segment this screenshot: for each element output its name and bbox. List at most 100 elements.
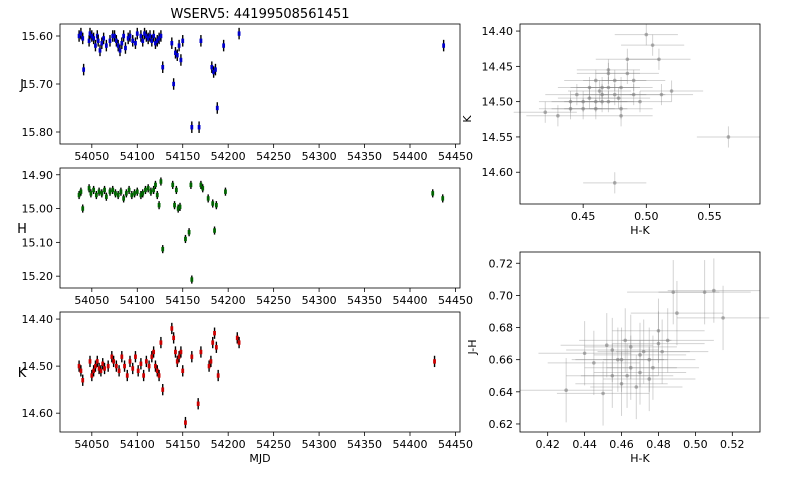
- marker: [106, 363, 110, 369]
- marker: [92, 368, 96, 374]
- y-tick-label: 14.60: [482, 166, 514, 179]
- marker: [87, 38, 91, 43]
- marker: [184, 236, 187, 242]
- marker: [157, 36, 161, 41]
- y-tick-label: 0.66: [489, 354, 514, 367]
- y-tick-label: 14.55: [482, 131, 514, 144]
- marker: [161, 387, 165, 392]
- data-point: [513, 101, 577, 123]
- marker: [130, 192, 134, 198]
- marker: [152, 349, 156, 355]
- marker: [616, 96, 621, 100]
- marker: [212, 69, 216, 75]
- x-tick-label: 0.48: [646, 438, 671, 451]
- marker: [587, 85, 592, 90]
- data-point: [215, 102, 219, 114]
- marker: [116, 192, 120, 198]
- marker: [135, 189, 139, 194]
- data-point: [77, 30, 81, 42]
- x-tick-label: 54200: [211, 438, 246, 451]
- data-point: [199, 346, 203, 358]
- data-point: [589, 76, 653, 99]
- data-point: [81, 204, 85, 213]
- marker: [88, 31, 92, 36]
- data-point: [606, 335, 700, 400]
- marker: [702, 290, 707, 294]
- data-point: [576, 76, 640, 99]
- x-tick-label: 54400: [393, 438, 428, 451]
- plot-frame: [59, 311, 461, 433]
- marker: [172, 335, 176, 341]
- data-point: [612, 298, 705, 363]
- data-point: [147, 360, 151, 372]
- marker: [623, 338, 628, 343]
- marker: [90, 33, 94, 39]
- data-point: [131, 35, 135, 47]
- marker: [177, 43, 181, 48]
- data-point: [207, 360, 211, 372]
- marker: [600, 85, 604, 90]
- data-point: [583, 172, 647, 194]
- marker: [190, 125, 194, 130]
- data-point: [135, 187, 139, 196]
- marker: [665, 338, 670, 343]
- data-point: [575, 327, 668, 392]
- data-point: [95, 355, 99, 368]
- data-point: [603, 346, 696, 412]
- x-tick-label: 54300: [302, 438, 337, 451]
- data-point: [612, 311, 705, 376]
- marker: [656, 341, 661, 346]
- data-point: [120, 351, 124, 363]
- marker: [174, 50, 177, 55]
- data-point: [602, 84, 666, 106]
- data-point: [150, 35, 154, 47]
- marker: [606, 68, 611, 72]
- data-point: [161, 384, 165, 396]
- marker: [209, 359, 213, 364]
- data-point: [197, 121, 201, 133]
- marker: [631, 78, 636, 83]
- marker: [184, 420, 187, 425]
- data-point: [602, 69, 666, 92]
- data-point: [190, 351, 194, 363]
- data-point: [125, 369, 129, 382]
- data-point: [103, 185, 106, 195]
- marker: [669, 89, 674, 93]
- marker: [210, 65, 214, 70]
- data-point: [211, 199, 215, 208]
- data-point: [210, 61, 214, 73]
- marker: [726, 135, 731, 139]
- data-point: [112, 355, 116, 368]
- marker: [174, 187, 178, 193]
- data-point: [551, 98, 615, 120]
- marker: [568, 106, 573, 111]
- data-point: [441, 194, 445, 203]
- data-point: [161, 61, 165, 73]
- marker: [190, 354, 194, 359]
- data-point: [92, 185, 96, 195]
- marker: [117, 368, 121, 374]
- marker: [190, 277, 194, 282]
- data-point: [152, 346, 156, 358]
- data-point: [176, 204, 180, 213]
- data-point: [201, 184, 205, 193]
- data-point: [237, 336, 241, 349]
- data-point: [199, 35, 203, 47]
- data-point: [170, 37, 174, 49]
- data-point: [178, 202, 182, 211]
- y-tick-label: 14.60: [22, 407, 54, 420]
- marker: [214, 67, 217, 72]
- data-point: [119, 187, 123, 196]
- data-point: [120, 37, 124, 49]
- data-point: [214, 63, 217, 76]
- y-tick-label: 15.00: [22, 203, 54, 216]
- marker: [619, 381, 624, 386]
- marker: [104, 194, 108, 199]
- x-tick-label: 0.52: [720, 438, 745, 451]
- x-tick-label: 0.50: [683, 438, 708, 451]
- x-tick-label: 54350: [347, 294, 382, 307]
- marker: [575, 92, 579, 97]
- marker: [628, 345, 633, 349]
- marker: [77, 363, 81, 369]
- data-point: [106, 360, 110, 372]
